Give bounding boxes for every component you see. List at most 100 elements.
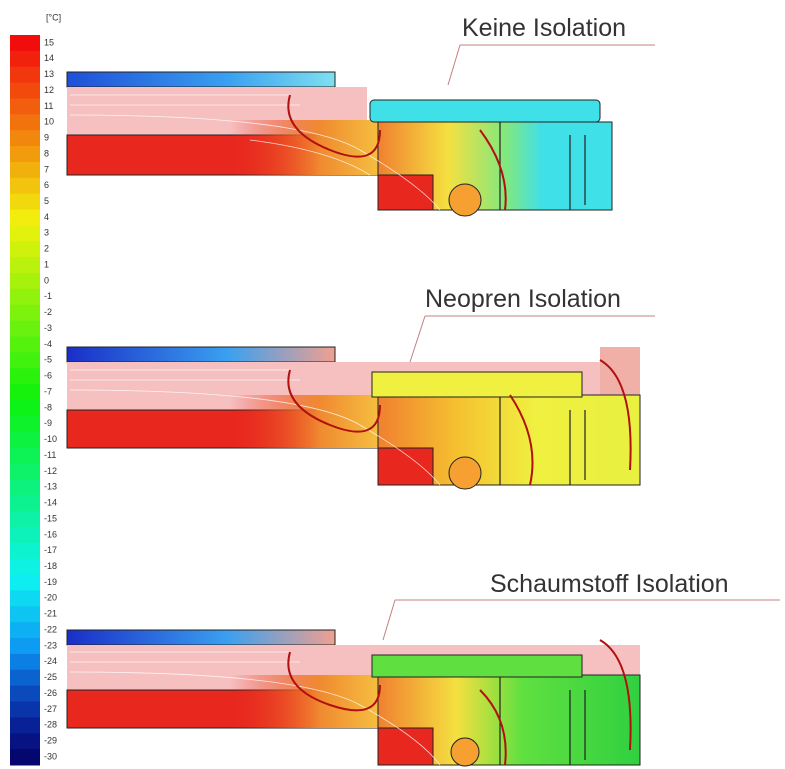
color-scale: 1514131211109876543210-1-2-3-4-5-6-7-8-9… <box>10 35 57 766</box>
scale-band <box>10 289 40 305</box>
scale-label: -13 <box>44 482 57 492</box>
scale-unit: [°C] <box>46 12 61 22</box>
scale-label: -15 <box>44 513 57 523</box>
scale-label: 8 <box>44 148 49 158</box>
scale-label: -21 <box>44 609 57 619</box>
scale-label: 14 <box>44 53 54 63</box>
scale-band <box>10 432 40 448</box>
scale-label: -23 <box>44 640 57 650</box>
scale-band <box>10 511 40 527</box>
scale-band <box>10 622 40 638</box>
scale-label: 13 <box>44 69 54 79</box>
scale-band <box>10 210 40 226</box>
scale-label: -4 <box>44 339 52 349</box>
scale-label: -22 <box>44 624 57 634</box>
scale-label: 15 <box>44 37 54 47</box>
scale-band <box>10 670 40 686</box>
leader <box>383 600 780 640</box>
scale-band <box>10 717 40 733</box>
scale-band <box>10 225 40 241</box>
scale-label: -30 <box>44 751 57 761</box>
scale-band <box>10 638 40 654</box>
scale-band <box>10 83 40 99</box>
scale-band <box>10 114 40 130</box>
scale-band <box>10 67 40 83</box>
scale-label: -11 <box>44 450 56 460</box>
scale-band <box>10 337 40 353</box>
scale-band <box>10 98 40 114</box>
scale-label: 4 <box>44 212 49 222</box>
scale-label: -16 <box>44 529 57 539</box>
scale-band <box>10 178 40 194</box>
scale-label: -17 <box>44 545 57 555</box>
scale-label: 12 <box>44 85 54 95</box>
scale-label: -8 <box>44 402 52 412</box>
scale-label: -24 <box>44 656 57 666</box>
scale-label: 1 <box>44 259 49 269</box>
scale-label: 7 <box>44 164 49 174</box>
section-keine <box>67 72 612 216</box>
scale-label: -26 <box>44 688 57 698</box>
scale-band <box>10 702 40 718</box>
scale-band <box>10 305 40 321</box>
scale-band <box>10 257 40 273</box>
scale-label: -2 <box>44 307 52 317</box>
scale-label: -10 <box>44 434 57 444</box>
leader <box>448 45 655 85</box>
panel-title: Keine Isolation <box>462 14 626 42</box>
scale-label: -25 <box>44 672 57 682</box>
scale-band <box>10 654 40 670</box>
panel-title: Neopren Isolation <box>425 285 621 313</box>
figure: [°C] 1514131211109876543210-1-2-3-4-5-6-… <box>0 0 785 769</box>
scale-band <box>10 273 40 289</box>
scale-band <box>10 590 40 606</box>
scale-label: -28 <box>44 720 57 730</box>
scale-label: -12 <box>44 466 57 476</box>
scale-band <box>10 463 40 479</box>
scale-band <box>10 543 40 559</box>
scale-label: 5 <box>44 196 49 206</box>
scale-label: 3 <box>44 228 49 238</box>
scale-label: -6 <box>44 371 52 381</box>
scale-band <box>10 400 40 416</box>
scale-band <box>10 479 40 495</box>
scale-label: -20 <box>44 593 57 603</box>
scale-label: -7 <box>44 386 52 396</box>
scale-band <box>10 146 40 162</box>
scale-band <box>10 559 40 575</box>
scale-band <box>10 352 40 368</box>
scale-band <box>10 162 40 178</box>
scale-band <box>10 686 40 702</box>
scale-label: -18 <box>44 561 57 571</box>
scale-label: -5 <box>44 355 52 365</box>
scale-band <box>10 733 40 749</box>
scale-band <box>10 194 40 210</box>
scale-band <box>10 321 40 337</box>
scale-band <box>10 495 40 511</box>
scale-band <box>10 51 40 67</box>
scale-label: 10 <box>44 117 54 127</box>
scale-band <box>10 416 40 432</box>
scale-band <box>10 384 40 400</box>
scale-label: -9 <box>44 418 52 428</box>
scale-label: -1 <box>44 291 52 301</box>
panel-title: Schaumstoff Isolation <box>490 570 729 598</box>
section-schaumstoff <box>67 630 640 766</box>
scale-band <box>10 130 40 146</box>
scale-band <box>10 606 40 622</box>
section-neopren <box>67 347 640 489</box>
scale-band <box>10 527 40 543</box>
scale-label: -19 <box>44 577 57 587</box>
scale-band <box>10 448 40 464</box>
scale-label: 0 <box>44 275 49 285</box>
scale-label: 11 <box>44 101 53 111</box>
scale-label: -14 <box>44 498 57 508</box>
scale-label: 9 <box>44 133 49 143</box>
scale-band <box>10 35 40 51</box>
scale-label: -29 <box>44 736 57 746</box>
scale-label: -27 <box>44 704 57 714</box>
scale-band <box>10 241 40 257</box>
scale-band <box>10 368 40 384</box>
scale-band <box>10 575 40 591</box>
scale-label: -3 <box>44 323 52 333</box>
